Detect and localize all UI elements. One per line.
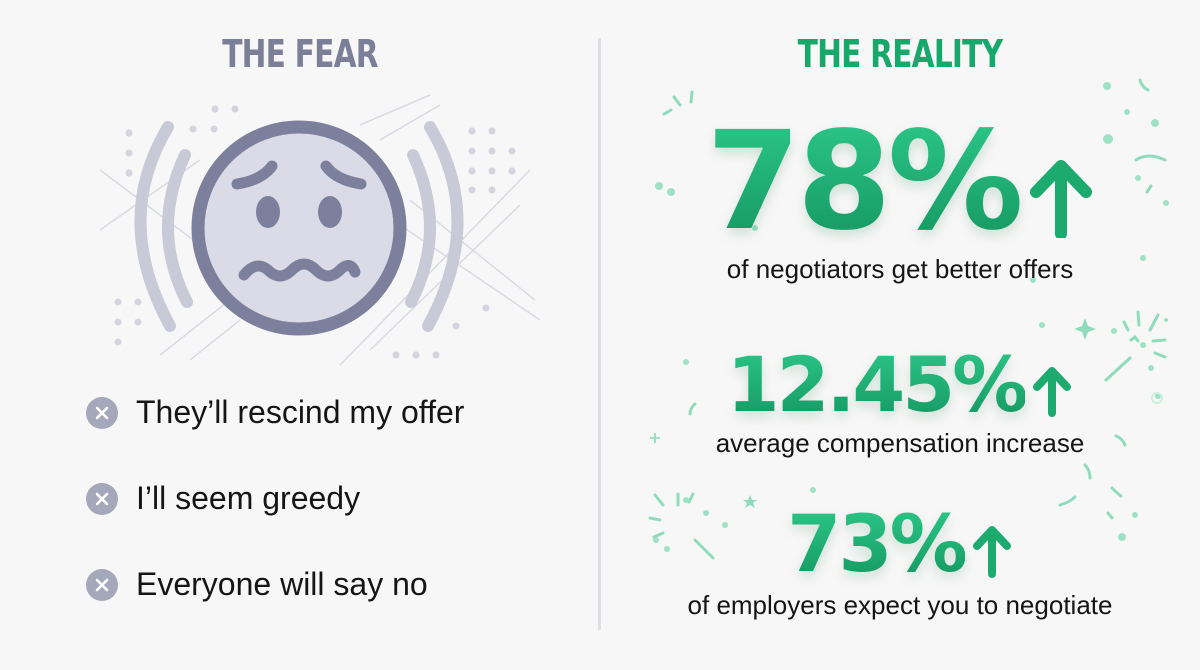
stat-block: 73% of employers expect you to negotiate — [640, 502, 1160, 621]
stat-value: 12.45% — [726, 340, 1029, 429]
stat-value: 78% — [706, 103, 1024, 261]
x-circle-icon — [86, 482, 118, 515]
fear-heading: THE FEAR — [222, 32, 378, 76]
stat-block: 78% of negotiators get better offers — [640, 112, 1160, 285]
arrow-up-icon — [972, 526, 1011, 578]
fear-item-text: Everyone will say no — [136, 566, 428, 602]
arrow-up-icon — [1029, 160, 1092, 238]
stat-value: 73% — [787, 500, 968, 590]
worried-face-icon — [99, 94, 541, 366]
reality-heading: THE REALITY — [797, 32, 1003, 76]
x-circle-icon — [86, 568, 118, 601]
x-circle-icon — [86, 396, 118, 429]
stat-label: average compensation increase — [715, 428, 1085, 458]
fear-item: They’ll rescind my offer — [86, 394, 464, 431]
fear-item-text: I’ll seem greedy — [136, 480, 361, 516]
section-divider — [598, 38, 601, 630]
fear-item: I’ll seem greedy — [86, 480, 360, 517]
stat-block: 12.45% average compensation increase — [640, 342, 1160, 459]
fear-item-text: They’ll rescind my offer — [136, 394, 465, 430]
arrow-up-icon — [1033, 367, 1072, 417]
stat-label: of employers expect you to negotiate — [687, 590, 1113, 620]
fear-item: Everyone will say no — [86, 566, 428, 603]
stat-label: of negotiators get better offers — [726, 254, 1074, 284]
